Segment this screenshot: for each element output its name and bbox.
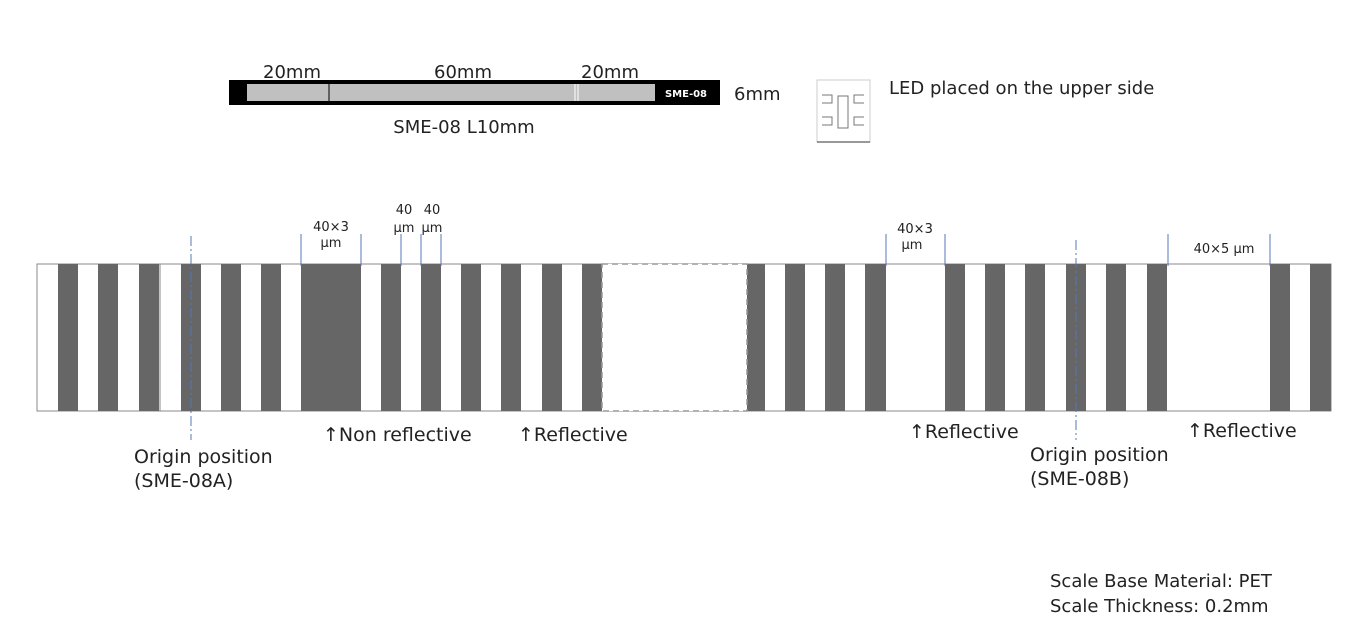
dark-stripe: [1147, 264, 1167, 411]
led-note: LED placed on the upper side: [889, 78, 1154, 99]
dark-stripe: [1025, 264, 1045, 411]
dimension-label: μm: [321, 236, 342, 251]
dark-stripe: [1270, 264, 1290, 411]
dark-stripe: [261, 264, 281, 411]
dimension-label: μm: [902, 238, 923, 253]
dark-stripe: [865, 264, 886, 411]
dimension-label: 40: [396, 203, 413, 218]
scale-window: [247, 84, 655, 101]
dark-stripe: [221, 264, 241, 411]
dark-stripe: [181, 264, 201, 411]
dimension-label: 40×3: [897, 222, 933, 237]
dark-stripe: [542, 264, 562, 411]
scale-tag: SME-08: [665, 89, 707, 100]
omitted-section: [601, 263, 748, 412]
dark-stripe: [461, 264, 481, 411]
dark-stripe: [747, 264, 765, 411]
dark-stripe: [501, 264, 521, 411]
dimension-label: 40: [424, 203, 441, 218]
dark-stripe: [825, 264, 845, 411]
origin-label: (SME-08B): [1030, 468, 1129, 490]
dark-stripe: [381, 264, 401, 411]
dimension-label: 40×5 μm: [1194, 242, 1255, 257]
scale-caption: SME-08 L10mm: [393, 117, 534, 138]
annotation: ↑Reflective: [909, 421, 1019, 443]
dark-stripe: [98, 264, 118, 411]
annotation: ↑Reflective: [1187, 420, 1297, 442]
dark-stripe: [301, 264, 361, 411]
origin-label: Origin position: [1030, 444, 1169, 466]
origin-label: Origin position: [134, 446, 273, 468]
length-label: 20mm: [581, 62, 639, 83]
dark-stripe: [1106, 264, 1126, 411]
dark-stripe: [582, 264, 602, 411]
dimension-label: 40×3: [313, 220, 349, 235]
dark-stripe: [1310, 264, 1331, 411]
dimension-label: μm: [422, 221, 443, 236]
led-icon: [816, 79, 871, 143]
footer-note: Scale Thickness: 0.2mm: [1050, 596, 1269, 617]
origin-label: (SME-08A): [134, 470, 233, 492]
annotation: ↑Reflective: [518, 424, 628, 446]
dark-stripe: [139, 264, 159, 411]
dimension-label: μm: [394, 221, 415, 236]
dark-stripe: [945, 264, 965, 411]
annotation: ↑Non reflective: [323, 424, 472, 446]
dark-stripe: [421, 264, 441, 411]
dark-stripe: [985, 264, 1005, 411]
dark-stripe: [785, 264, 805, 411]
height-label: 6mm: [734, 84, 781, 105]
footer-note: Scale Base Material: PET: [1050, 571, 1273, 592]
length-label: 60mm: [434, 62, 492, 83]
dark-stripe: [58, 264, 78, 411]
length-label: 20mm: [263, 62, 321, 83]
